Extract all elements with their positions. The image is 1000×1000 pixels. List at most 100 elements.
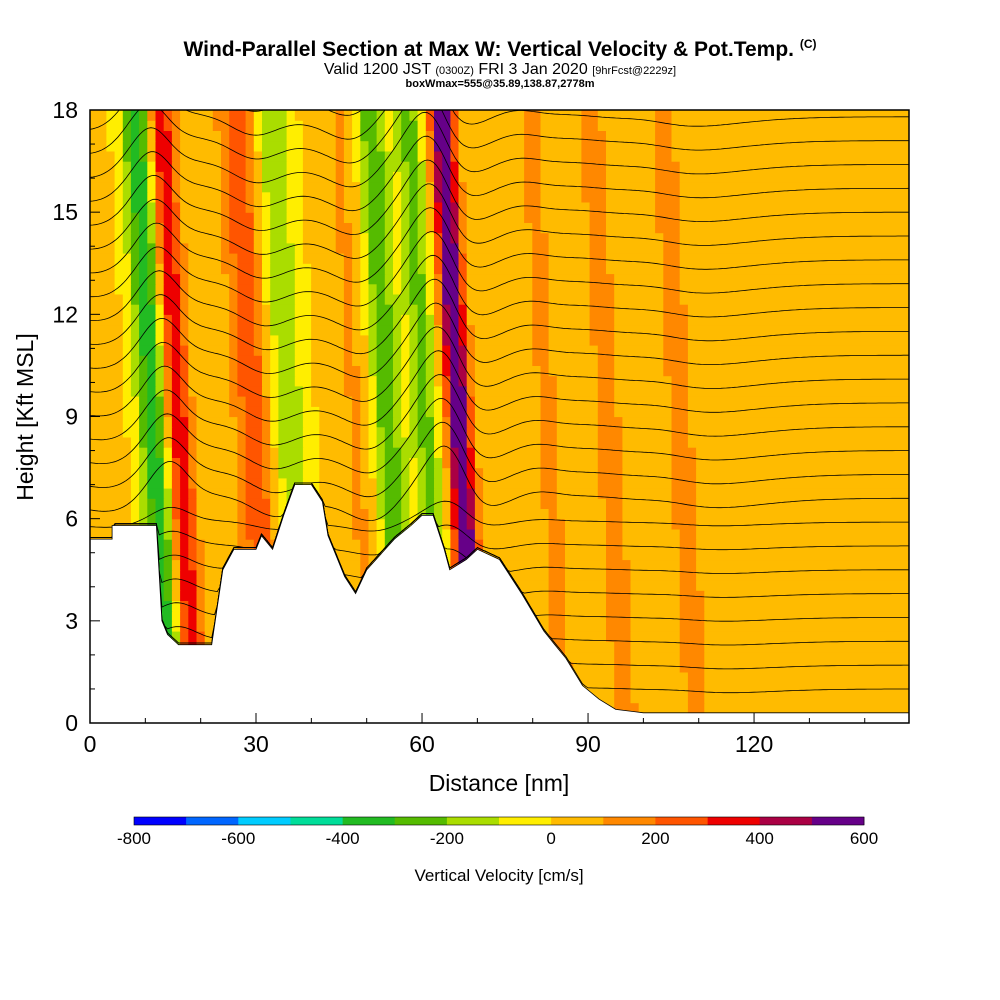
velocity-cell: [352, 293, 361, 305]
velocity-cell: [171, 477, 181, 489]
velocity-cell: [368, 365, 378, 377]
velocity-cell: [155, 375, 165, 387]
velocity-cell: [360, 385, 370, 397]
velocity-cell: [237, 467, 247, 479]
velocity-cell: [368, 539, 378, 550]
velocity-cell: [597, 396, 615, 407]
velocity-cell: [614, 671, 632, 683]
velocity-cell: [253, 222, 263, 234]
velocity-cell: [155, 334, 165, 346]
velocity-cell: [434, 314, 443, 326]
velocity-cell: [163, 528, 173, 540]
velocity-cell: [139, 273, 148, 285]
velocity-cell: [245, 120, 255, 131]
velocity-cell: [442, 345, 451, 356]
velocity-cell: [606, 150, 656, 162]
velocity-cell: [417, 140, 427, 152]
velocity-cell: [597, 436, 623, 448]
velocity-cell: [180, 283, 189, 295]
velocity-cell: [90, 181, 116, 193]
velocity-cell: [188, 334, 230, 346]
velocity-cell: [458, 498, 468, 509]
chart-subtitle: Valid 1200 JST (0300Z) FRI 3 Jan 2020 [9…: [323, 61, 677, 78]
velocity-cell: [704, 631, 909, 642]
velocity-cell: [401, 140, 419, 152]
velocity-cell: [458, 345, 468, 356]
velocity-cell: [606, 130, 656, 142]
velocity-cell: [270, 293, 296, 305]
velocity-cell: [130, 385, 140, 397]
colorbar: -800 -600 -400 -200 0 200 400 600: [117, 816, 878, 848]
velocity-cell: [524, 120, 542, 131]
y-tick-label: 0: [65, 710, 78, 736]
velocity-cell: [622, 426, 673, 438]
velocity-cell: [147, 396, 157, 407]
velocity-cell: [163, 457, 173, 469]
velocity-cell: [90, 232, 116, 244]
velocity-cell: [114, 273, 132, 285]
velocity-cell: [401, 130, 419, 142]
velocity-cell: [425, 345, 435, 356]
velocity-cell: [163, 120, 173, 131]
velocity-cell: [556, 498, 607, 509]
velocity-cell: [253, 242, 263, 254]
velocity-cell: [229, 406, 247, 418]
velocity-cell: [368, 304, 378, 315]
velocity-cell: [376, 528, 386, 540]
velocity-cell: [450, 304, 460, 315]
isentrope-line: [90, 326, 909, 402]
velocity-cell: [458, 375, 468, 387]
velocity-cell: [122, 140, 132, 152]
velocity-cell: [614, 293, 664, 305]
velocity-cell: [163, 559, 173, 571]
velocity-cell: [262, 375, 271, 387]
velocity-cell: [638, 702, 689, 714]
velocity-cell: [221, 130, 230, 142]
velocity-cell: [548, 549, 566, 561]
velocity-cell: [655, 110, 673, 121]
velocity-cell: [114, 232, 124, 244]
velocity-cell: [606, 518, 623, 530]
velocity-cell: [425, 355, 435, 366]
velocity-cell: [196, 559, 206, 571]
velocity-cell: [130, 222, 140, 234]
velocity-cell: [311, 345, 345, 356]
velocity-cell: [434, 191, 443, 203]
isentrope-line: [90, 110, 909, 164]
velocity-cell: [450, 375, 460, 387]
velocity-cell: [417, 222, 427, 234]
velocity-cell: [474, 345, 533, 356]
velocity-cell: [425, 385, 435, 397]
velocity-cell: [360, 191, 370, 203]
velocity-cell: [524, 202, 542, 213]
velocity-cell: [425, 314, 435, 326]
velocity-cell: [548, 559, 566, 571]
velocity-cell: [417, 365, 427, 377]
velocity-cell: [409, 498, 419, 509]
velocity-cell: [704, 671, 909, 683]
velocity-cell: [270, 385, 279, 397]
velocity-cell: [90, 120, 107, 131]
velocity-cell: [262, 365, 271, 377]
colorbar-frame: [133, 816, 865, 826]
velocity-cell: [90, 304, 124, 315]
velocity-cell: [335, 130, 345, 142]
velocity-cell: [155, 171, 165, 183]
velocity-cell: [450, 314, 460, 326]
velocity-cell: [245, 498, 271, 509]
velocity-cell: [368, 457, 378, 469]
velocity-cell: [450, 202, 460, 213]
velocity-cell: [253, 161, 263, 172]
velocity-cell: [171, 314, 181, 326]
colorbar-tick-label: 200: [641, 829, 669, 848]
velocity-cell: [155, 324, 165, 336]
velocity-cell: [171, 528, 181, 540]
velocity-cell: [130, 140, 140, 152]
velocity-cell: [589, 232, 607, 244]
velocity-cell: [188, 498, 198, 509]
velocity-cell: [335, 242, 353, 254]
velocity-cell: [90, 242, 116, 254]
velocity-cell: [360, 477, 378, 489]
velocity-cell: [474, 508, 484, 520]
velocity-cell: [417, 426, 435, 438]
